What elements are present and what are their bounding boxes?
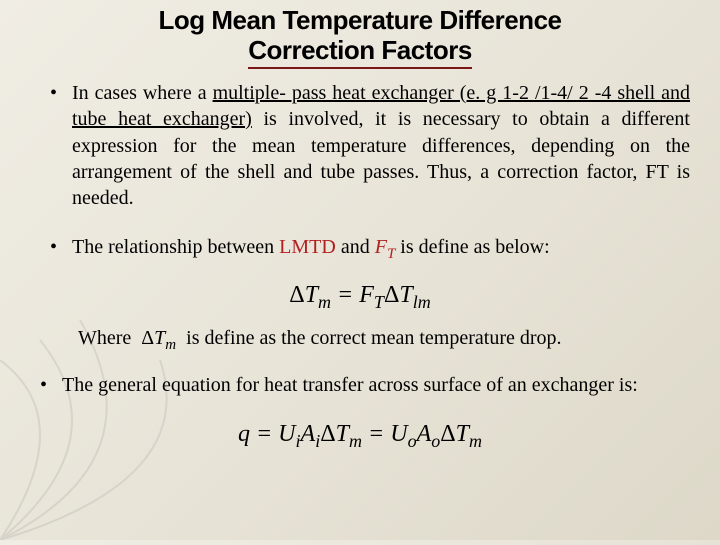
bullet-1-pre: In cases where a <box>72 82 213 104</box>
where-sub: m <box>165 337 176 353</box>
title-line-1: Log Mean Temperature Difference <box>158 5 561 35</box>
equation-2: q = UiAiΔTm = UoAoΔTm <box>30 421 690 448</box>
eq1-f-sub: T <box>374 292 384 312</box>
eq1-equals: = <box>331 282 359 308</box>
eq2-o-1: o <box>408 430 417 450</box>
bullet-2-pre: The relationship between <box>72 236 279 258</box>
eq2-t-1: T <box>336 421 349 447</box>
where-line: Where ΔTm is define as the correct mean … <box>30 327 690 350</box>
bullet-list-2: The general equation for heat transfer a… <box>30 372 690 398</box>
eq2-m-1: m <box>349 430 362 450</box>
eq1-sub-m: m <box>318 292 331 312</box>
bullet-3: The general equation for heat transfer a… <box>40 372 690 398</box>
bullet-1: In cases where a multiple- pass heat exc… <box>50 80 690 212</box>
bullet-2-post: is define as below: <box>395 236 549 258</box>
eq2-equals-2: = <box>362 421 390 447</box>
eq2-a-1: A <box>301 421 316 447</box>
eq1-delta-2: Δ <box>384 282 399 308</box>
slide-content: Log Mean Temperature Difference Correcti… <box>0 0 720 476</box>
eq1-delta-1: Δ <box>289 282 304 308</box>
lmtd-text: LMTD <box>279 236 336 258</box>
eq2-o-2: o <box>431 430 440 450</box>
eq2-delta-1: Δ <box>320 421 335 447</box>
bullet-2-mid: and <box>336 236 375 258</box>
eq1-t-2: T <box>399 282 412 308</box>
eq2-u-2: U <box>390 421 407 447</box>
where-delta: Δ <box>141 327 154 349</box>
equation-1: ΔTm = FTΔTlm <box>30 282 690 309</box>
eq1-f: F <box>359 282 374 308</box>
eq2-q: q <box>238 421 250 447</box>
eq2-equals-1: = <box>250 421 278 447</box>
bullet-list: In cases where a multiple- pass heat exc… <box>30 80 690 260</box>
eq1-t-1: T <box>305 282 318 308</box>
ft-symbol: FT <box>375 236 396 258</box>
eq2-u-1: U <box>278 421 295 447</box>
eq1-sub-lm: lm <box>413 292 431 312</box>
bullet-2: The relationship between LMTD and FT is … <box>50 234 690 260</box>
where-post: is define as the correct mean temperatur… <box>181 327 561 349</box>
eq2-delta-2: Δ <box>440 421 455 447</box>
where-t: T <box>154 327 165 349</box>
eq2-a-2: A <box>417 421 432 447</box>
slide-title: Log Mean Temperature Difference Correcti… <box>30 6 690 66</box>
where-label: Where <box>78 327 131 349</box>
title-line-2: Correction Factors <box>248 35 472 69</box>
eq2-t-2: T <box>456 421 469 447</box>
eq2-m-2: m <box>469 430 482 450</box>
ft-f: F <box>375 236 387 258</box>
